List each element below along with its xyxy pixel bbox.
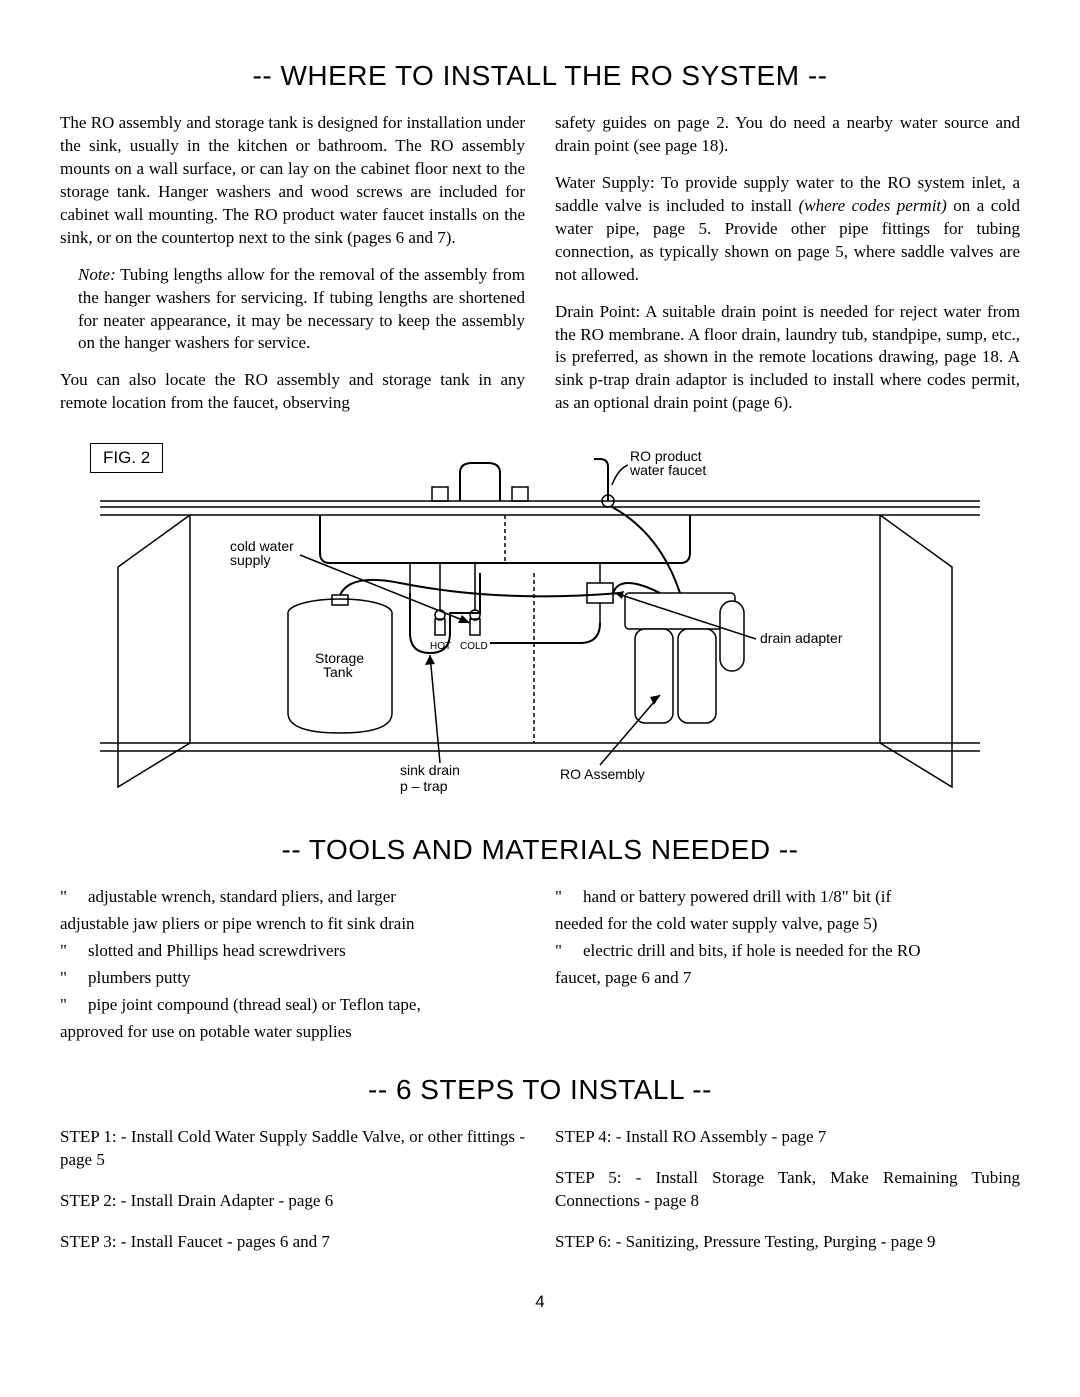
tools-r2a: "electric drill and bits, if hole is nee… [555,940,1020,963]
step-2: STEP 2: - Install Drain Adapter - page 6 [60,1190,525,1213]
fig-label-hot: HOT [430,641,451,652]
section2-right-col: "hand or battery powered drill with 1/8"… [555,886,1020,1048]
step-5: STEP 5: - Install Storage Tank, Make Rem… [555,1167,1020,1213]
section1-note: Note: Tubing lengths allow for the remov… [60,264,525,356]
section1-right-col: safety guides on page 2. You do need a n… [555,112,1020,429]
fig-label-cold: COLD [460,641,488,652]
tools-r2b: faucet, page 6 and 7 [555,967,1020,990]
page-number: 4 [60,1292,1020,1312]
tools-b3: "plumbers putty [60,967,525,990]
section1-right-p2-italic: (where codes permit) [799,196,947,215]
section3-right-col: STEP 4: - Install RO Assembly - page 7 S… [555,1126,1020,1272]
tools-b1b: adjustable jaw pliers or pipe wrench to … [60,913,525,936]
fig-label-sinkdrain-2: p – trap [400,778,448,794]
section1-right-p3: Drain Point: A suitable drain point is n… [555,301,1020,416]
step-3: STEP 3: - Install Faucet - pages 6 and 7 [60,1231,525,1254]
fig-label-ro-assembly: RO Assembly [560,766,645,782]
tools-b4a: "pipe joint compound (thread seal) or Te… [60,994,525,1017]
step-4: STEP 4: - Install RO Assembly - page 7 [555,1126,1020,1149]
tools-b4b: approved for use on potable water suppli… [60,1021,525,1044]
figure-2: FIG. 2 RO product water faucet [60,443,1020,808]
section1-left-col: The RO assembly and storage tank is desi… [60,112,525,429]
tools-b2: "slotted and Phillips head screwdrivers [60,940,525,963]
fig-label-ro-faucet-2: water faucet [629,462,706,478]
bullet-icon: " [555,886,583,909]
tools-r1a: "hand or battery powered drill with 1/8"… [555,886,1020,909]
figure-label: FIG. 2 [90,443,163,473]
bullet-icon: " [60,940,88,963]
section2-body: "adjustable wrench, standard pliers, and… [60,886,1020,1048]
section1-right-p2: Water Supply: To provide supply water to… [555,172,1020,287]
fig-label-storage-2: Tank [323,664,354,680]
section1-note-label: Note: [78,265,116,284]
bullet-icon: " [60,886,88,909]
section3-left-col: STEP 1: - Install Cold Water Supply Sadd… [60,1126,525,1272]
fig-label-drain-adapter: drain adapter [760,630,843,646]
section1-note-text: Tubing lengths allow for the removal of … [78,265,525,353]
bullet-icon: " [60,994,88,1017]
figure-svg: RO product water faucet [60,443,1020,803]
fig-label-cold-supply-2: supply [230,552,270,568]
section1-right-p1: safety guides on page 2. You do need a n… [555,112,1020,158]
tools-r1b: needed for the cold water supply valve, … [555,913,1020,936]
section1-left-p2: You can also locate the RO assembly and … [60,369,525,415]
section3-body: STEP 1: - Install Cold Water Supply Sadd… [60,1126,1020,1272]
step-6: STEP 6: - Sanitizing, Pressure Testing, … [555,1231,1020,1254]
bullet-icon: " [555,940,583,963]
bullet-icon: " [60,967,88,990]
page-container: -- WHERE TO INSTALL THE RO SYSTEM -- The… [0,0,1080,1352]
fig-label-sinkdrain-1: sink drain [400,762,460,778]
section2-left-col: "adjustable wrench, standard pliers, and… [60,886,525,1048]
section3-title: -- 6 STEPS TO INSTALL -- [60,1074,1020,1106]
section2-title: -- TOOLS AND MATERIALS NEEDED -- [60,834,1020,866]
section1-title: -- WHERE TO INSTALL THE RO SYSTEM -- [60,60,1020,92]
tools-b1a: "adjustable wrench, standard pliers, and… [60,886,525,909]
section1-left-p1: The RO assembly and storage tank is desi… [60,112,525,250]
section1-body: The RO assembly and storage tank is desi… [60,112,1020,429]
step-1: STEP 1: - Install Cold Water Supply Sadd… [60,1126,525,1172]
